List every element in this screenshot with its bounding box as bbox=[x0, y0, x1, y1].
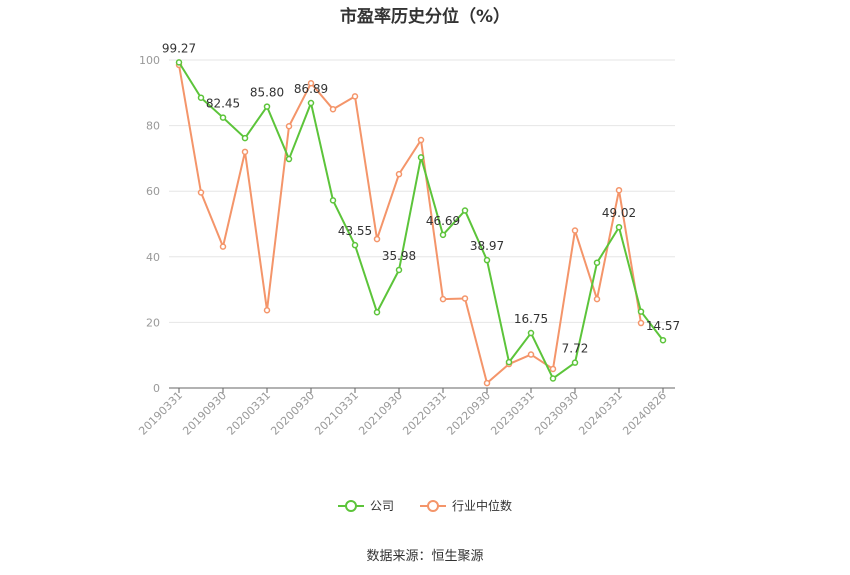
y-tick-label: 60 bbox=[146, 185, 160, 198]
series-1-point[interactable] bbox=[241, 148, 249, 156]
data-label: 49.02 bbox=[602, 206, 636, 220]
legend-industry-label: 行业中位数 bbox=[452, 499, 513, 513]
data-label: 86.89 bbox=[294, 82, 328, 96]
data-label: 43.55 bbox=[338, 224, 372, 238]
data-label: 99.27 bbox=[162, 41, 196, 55]
series-1-point[interactable] bbox=[351, 93, 359, 100]
data-label: 16.75 bbox=[514, 312, 548, 326]
series-1-point[interactable] bbox=[197, 189, 205, 196]
legend-item-industry-median[interactable]: 行业中位数 bbox=[420, 497, 512, 514]
series-0-point[interactable] bbox=[417, 154, 425, 161]
x-tick-label: 20220331 bbox=[400, 389, 449, 438]
grid-lines bbox=[169, 59, 675, 323]
series-1-point[interactable] bbox=[219, 243, 227, 250]
series-0-point[interactable] bbox=[329, 197, 337, 204]
x-tick-label: 20190331 bbox=[136, 389, 185, 438]
series-1-point[interactable] bbox=[417, 136, 425, 144]
series-0-point[interactable] bbox=[241, 134, 249, 142]
series-0-point[interactable] bbox=[263, 103, 271, 110]
x-tick-label: 20240331 bbox=[576, 389, 625, 438]
series-1-point[interactable] bbox=[637, 319, 645, 327]
series-0-point[interactable] bbox=[505, 358, 513, 366]
y-tick-label: 80 bbox=[146, 120, 160, 133]
data-label: 14.57 bbox=[646, 319, 680, 333]
x-tick-label: 20190930 bbox=[180, 389, 229, 438]
series-1-point[interactable] bbox=[285, 123, 293, 130]
y-tick-label: 0 bbox=[153, 382, 160, 395]
series-1-point[interactable] bbox=[373, 235, 381, 243]
x-tick-label: 20210331 bbox=[312, 389, 361, 438]
series-0-point[interactable] bbox=[527, 329, 535, 337]
series-0-point[interactable] bbox=[219, 114, 227, 121]
series-0-point[interactable] bbox=[307, 99, 315, 107]
data-source: 数据来源：恒生聚源 bbox=[366, 549, 484, 564]
data-label: 85.80 bbox=[250, 86, 284, 100]
series-0-point[interactable] bbox=[395, 266, 403, 274]
x-tick-label: 20220930 bbox=[444, 389, 493, 438]
x-tick-label: 20200930 bbox=[268, 389, 317, 438]
legend-item-company[interactable]: 公司 bbox=[337, 497, 394, 514]
x-tick-label: 20230930 bbox=[532, 389, 581, 438]
series-0-point[interactable] bbox=[571, 359, 579, 366]
series-0-point[interactable] bbox=[197, 94, 205, 101]
series-0-point[interactable] bbox=[549, 375, 557, 382]
series-1-point[interactable] bbox=[395, 170, 403, 178]
series-0-point[interactable] bbox=[373, 308, 381, 316]
series-1-point[interactable] bbox=[461, 295, 469, 302]
series-0-point[interactable] bbox=[593, 259, 601, 266]
series-1-point[interactable] bbox=[439, 295, 447, 303]
legend: 公司 行业中位数 bbox=[0, 497, 850, 514]
series-0-point[interactable] bbox=[615, 223, 623, 231]
series-1-point[interactable] bbox=[307, 80, 315, 87]
series-1-point[interactable] bbox=[549, 365, 557, 373]
series-1-point[interactable] bbox=[527, 351, 535, 358]
legend-industry-swatch-icon bbox=[420, 499, 446, 513]
x-tick-label: 20240826 bbox=[620, 389, 669, 438]
data-label: 38.97 bbox=[470, 239, 504, 253]
series-0-point[interactable] bbox=[461, 207, 469, 214]
x-tick-label: 20230331 bbox=[488, 389, 537, 438]
series-1-point[interactable] bbox=[593, 295, 601, 303]
data-label: 82.45 bbox=[206, 97, 240, 111]
data-label: 46.69 bbox=[426, 214, 460, 228]
series-1-point[interactable] bbox=[483, 379, 491, 387]
series-1-point[interactable] bbox=[571, 227, 579, 234]
data-label: 7.72 bbox=[562, 342, 589, 356]
series-0-point[interactable] bbox=[659, 336, 667, 344]
series-1-point[interactable] bbox=[263, 307, 271, 314]
series-0-point[interactable] bbox=[439, 231, 447, 239]
series-0-point[interactable] bbox=[637, 308, 645, 315]
series-line-1 bbox=[178, 64, 642, 385]
x-tick-label: 20210930 bbox=[356, 389, 405, 438]
data-labels: 99.27 82.45 85.80 86.89 43.55 35.98 46.69 38.97… bbox=[162, 41, 680, 355]
series-0-point[interactable] bbox=[285, 155, 293, 163]
y-tick-label: 20 bbox=[146, 316, 160, 329]
series-1-point[interactable] bbox=[615, 186, 623, 194]
y-tick-label: 40 bbox=[146, 251, 160, 264]
y-tick-label: 100 bbox=[139, 54, 160, 67]
series-layer bbox=[175, 59, 667, 387]
chart-plot: 0 20 40 60 80 100 2019033120190930202003312020… bbox=[136, 41, 680, 438]
chart-title: 市盈率历史分位（%） bbox=[339, 7, 511, 27]
series-1-point[interactable] bbox=[329, 105, 337, 113]
series-0-point[interactable] bbox=[483, 256, 491, 264]
legend-company-label: 公司 bbox=[369, 499, 394, 513]
data-label: 35.98 bbox=[382, 249, 416, 263]
series-0-point[interactable] bbox=[175, 59, 183, 66]
series-line-0 bbox=[178, 61, 664, 380]
legend-company-swatch-icon bbox=[337, 499, 364, 513]
x-tick-label: 20200331 bbox=[224, 389, 273, 438]
series-0-point[interactable] bbox=[351, 241, 359, 249]
